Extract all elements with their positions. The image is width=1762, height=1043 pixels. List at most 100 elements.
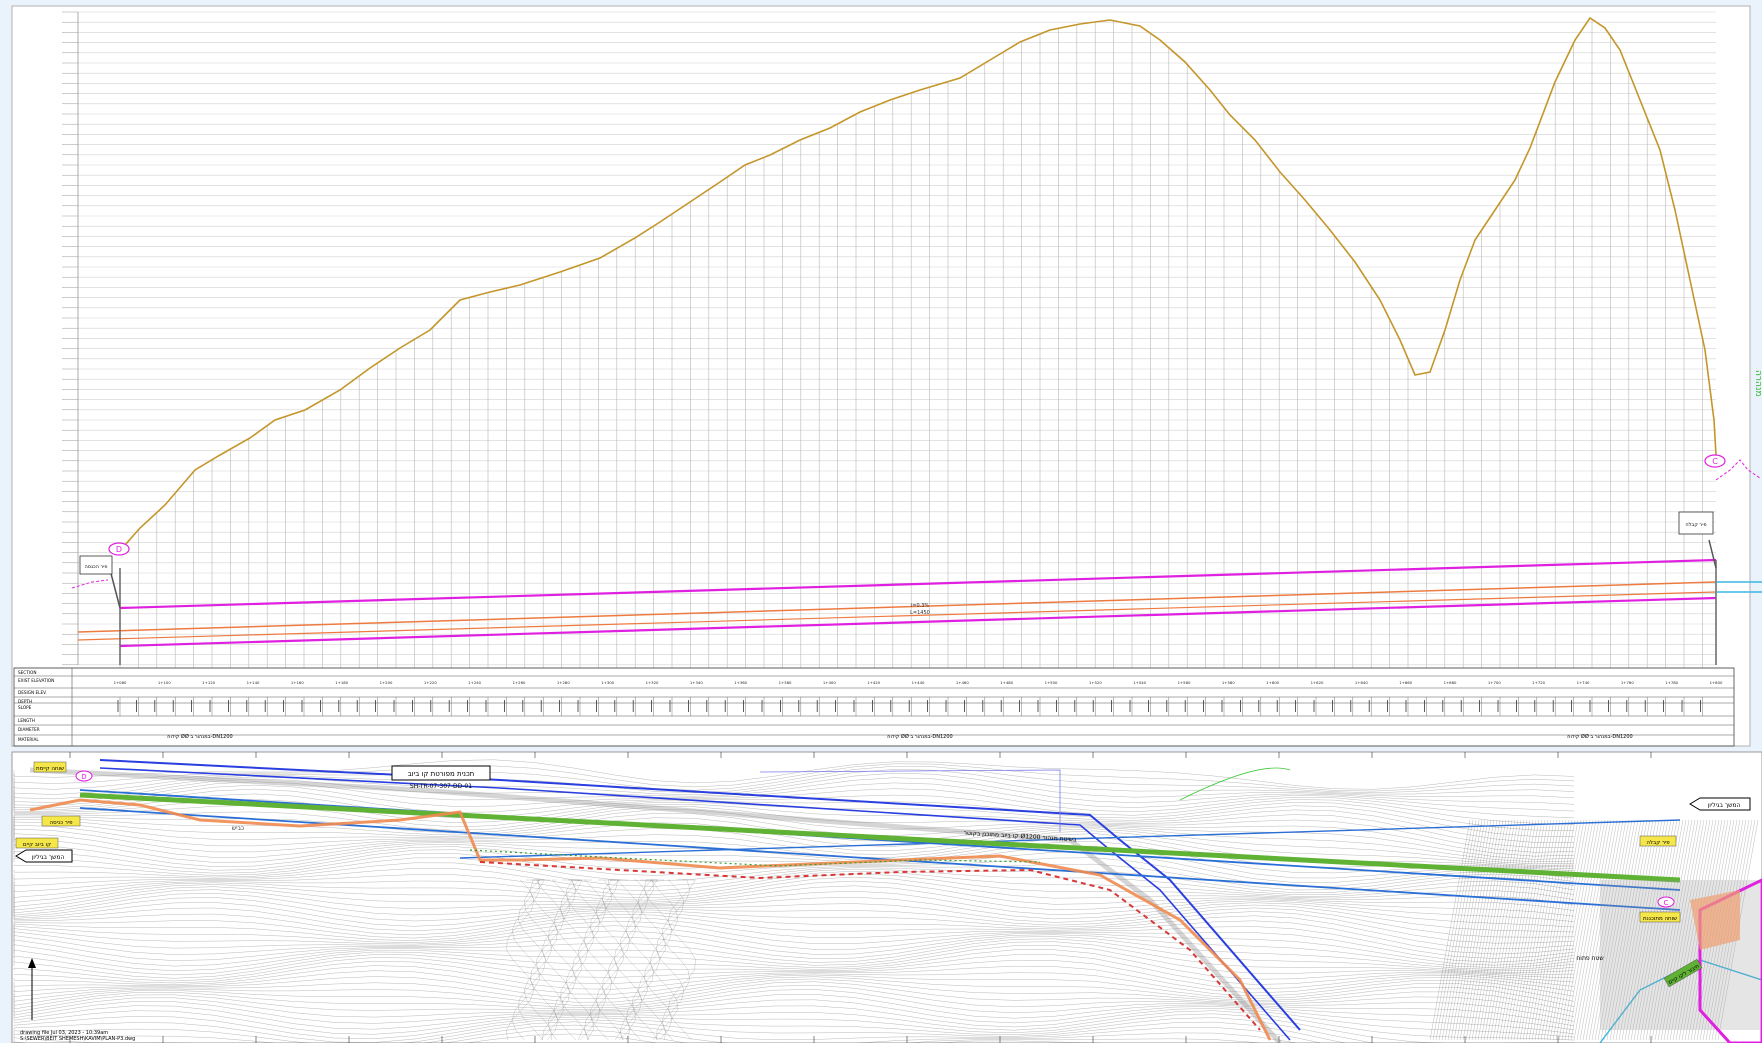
topographic-contours	[13, 759, 1759, 1043]
right-continuation-arrow[interactable]: המשך בגיליון	[1689, 797, 1751, 811]
side-note-vertical: מנהרה	[1753, 370, 1762, 397]
station-label: 1+640	[1355, 680, 1368, 685]
left-shaft-note: פיר הכנסה	[84, 564, 107, 570]
right-dash-connector	[1715, 459, 1761, 481]
plan-coordinate-ticks	[69, 752, 1652, 1043]
station-label: 1+440	[912, 680, 925, 685]
station-label: 1+680	[1444, 680, 1457, 685]
north-arrow-icon	[28, 958, 36, 1020]
station-label: 1+120	[202, 680, 215, 685]
station-label: 1+620	[1311, 680, 1324, 685]
station-label: 1+460	[956, 680, 969, 685]
table-row-label: DIAMETER	[18, 727, 40, 732]
plan-title: תכנית מפורטת קו ביוב	[408, 770, 475, 778]
svg-text:C: C	[1712, 457, 1718, 466]
station-label: 1+520	[1089, 680, 1102, 685]
svg-text:המשך בגיליון: המשך בגיליון	[1708, 802, 1741, 809]
table-row-label: DEPTH	[18, 699, 32, 704]
svg-text:שוחה מתוכננת: שוחה מתוכננת	[1643, 916, 1677, 922]
station-label: 1+240	[468, 680, 481, 685]
profile-panel	[11, 5, 1751, 747]
plan-title-code: SH-TR-07-307-DD-01	[410, 783, 472, 790]
station-label: 1+380	[779, 680, 792, 685]
station-label: 1+320	[646, 680, 659, 685]
left-dash-connector	[71, 579, 109, 589]
station-label: 1+220	[424, 680, 437, 685]
station-label: 1+600	[1266, 680, 1279, 685]
svg-text:פיר כניסה: פיר כניסה	[49, 820, 73, 826]
pipe-slope-label: i=0.3%	[911, 603, 930, 609]
profile-grid	[77, 11, 1716, 668]
station-label: 1+300	[601, 680, 614, 685]
station-label: 1+160	[291, 680, 304, 685]
table-row-label: EXIST ELEVATION	[18, 678, 54, 683]
green-dashed-line	[469, 849, 1041, 867]
parcel-outline	[759, 769, 1061, 832]
pipe-top-line	[119, 558, 1717, 610]
bottom-note: שטח פתוח	[1576, 955, 1603, 962]
station-label: 1+480	[1000, 680, 1013, 685]
orange-existing-line	[29, 798, 1272, 1041]
right-shaft-marker: C פיר קבלה	[1678, 454, 1726, 535]
plan-view: תכנית מפורטת קו ביוב SH-TR-07-307-DD-01 …	[13, 752, 1762, 1043]
orange-dashed-line	[479, 861, 1261, 1031]
pipe-desc-left: קידוח ØØ במנהור ב-DN1200	[167, 733, 232, 740]
station-label: 1+540	[1133, 680, 1146, 685]
ground-profile-line	[124, 16, 1717, 546]
blue-alignment-line-2	[79, 807, 1681, 911]
road-outline-blue-2	[99, 767, 1291, 1041]
pipe-length-label: L=1450	[910, 610, 930, 616]
station-label: 1+260	[513, 680, 526, 685]
table-row-label: SLOPE	[18, 705, 32, 710]
left-callouts: שוחה קיימת פיר כניסה קו ביוב קיים D	[15, 761, 93, 849]
station-label: 1+740	[1577, 680, 1590, 685]
pipe-axis-line	[77, 581, 1717, 633]
table-row-label: SECTION	[18, 670, 36, 675]
station-label: 1+720	[1532, 680, 1545, 685]
station-label: 1+340	[690, 680, 703, 685]
orange-structure	[1690, 890, 1740, 950]
svg-text:שוחה קיימת: שוחה קיימת	[36, 766, 64, 772]
pipe-desc-mid: קידוח ØØ במנהור ב-DN1200	[887, 733, 952, 740]
designed-pipe: i=0.3% L=1450	[71, 459, 1762, 665]
station-label: 1+280	[557, 680, 570, 685]
station-label: 1+400	[823, 680, 836, 685]
pipe-axis-line-2	[77, 591, 1717, 641]
svg-text:המשך בגיליון: המשך בגיליון	[32, 854, 65, 861]
elevation-scale	[62, 11, 78, 666]
table-row-label: MATERIAL	[18, 737, 39, 742]
station-label: 1+140	[247, 680, 260, 685]
station-label: 1+420	[867, 680, 880, 685]
station-label: 1+180	[335, 680, 348, 685]
station-label: 1+100	[158, 680, 171, 685]
station-label: 1+800	[1710, 680, 1723, 685]
table-row-label: DESIGN ELEV.	[18, 690, 47, 695]
plan-panel	[11, 751, 1762, 1043]
svg-text:קו ביוב קיים: קו ביוב קיים	[23, 842, 51, 848]
profile-data-table: SECTION EXIST ELEVATION DESIGN ELEV. DEPTHS…	[13, 667, 1735, 747]
station-label: 1+080	[114, 680, 127, 685]
table-row-label: LENGTH	[18, 718, 35, 723]
station-label: 1+700	[1488, 680, 1501, 685]
svg-text:C: C	[1664, 899, 1669, 907]
station-label: 1+580	[1222, 680, 1235, 685]
footer-line-1: drawing file Jul 03, 2023 - 10:39am	[20, 1030, 108, 1036]
left-continuation-arrow[interactable]: המשך בגיליון	[15, 849, 73, 863]
pipe-desc-right: קידוח ØØ במנהור ב-DN1200	[1567, 733, 1632, 740]
station-label: 1+780	[1665, 680, 1678, 685]
station-label: 1+500	[1045, 680, 1058, 685]
station-label: 1+200	[380, 680, 393, 685]
station-label: 1+560	[1178, 680, 1191, 685]
svg-text:D: D	[116, 545, 122, 554]
right-shaft-top	[1708, 539, 1717, 569]
arc-outline	[1179, 767, 1291, 801]
footer-line-2: S:\SEWER\BEIT SHEMESH\KAVIM\PLAN-P3.dwg	[20, 1036, 135, 1042]
blue-alignment-line-3	[459, 819, 1681, 859]
left-shaft-marker: D פיר הכנסה	[79, 542, 130, 575]
road-outline-gray	[29, 767, 1282, 1043]
svg-text:D: D	[81, 773, 86, 781]
station-label: 1+360	[734, 680, 747, 685]
plan-title-box	[391, 765, 491, 781]
pipe-bottom-line	[119, 596, 1717, 648]
